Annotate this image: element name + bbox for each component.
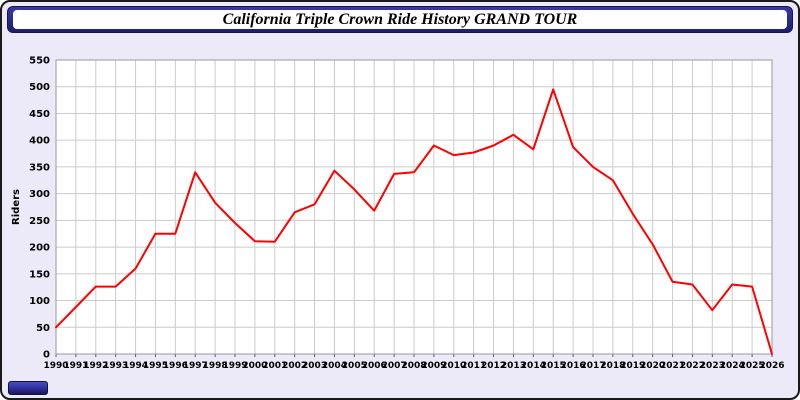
series-line	[55, 88, 773, 355]
x-tick-label: 1992	[83, 361, 108, 371]
x-tick-label: 1991	[63, 361, 88, 371]
x-tick-label: 1994	[123, 361, 148, 371]
x-tick-label: 2023	[700, 361, 725, 371]
x-tick-label: 1995	[143, 361, 168, 371]
x-tick-label: 1996	[163, 361, 188, 371]
x-tick-label: 1997	[183, 361, 208, 371]
x-tick-label: 2021	[660, 361, 685, 371]
x-tick-label: 2016	[561, 361, 586, 371]
x-tick-label: 2002	[282, 361, 307, 371]
x-tick-label: 2012	[481, 361, 506, 371]
y-tick-label: 100	[29, 296, 50, 307]
x-tick-label: 2008	[401, 361, 426, 371]
x-tick-label: 2020	[640, 361, 665, 371]
x-tick-label: 2014	[521, 361, 546, 371]
x-tick-label: 2009	[421, 361, 446, 371]
x-tick-label: 2025	[740, 361, 765, 371]
x-tick-label: 1990	[43, 361, 68, 371]
x-tick-label: 1998	[203, 361, 228, 371]
x-tick-label: 1993	[103, 361, 128, 371]
x-tick-label: 2015	[541, 361, 566, 371]
x-tick-label: 2006	[362, 361, 387, 371]
chart-area: 0 50 100 150 200 250 300 350 400 450 500 550 1990 199…	[6, 40, 794, 396]
title-bar-inner: California Triple Crown Ride History GRA…	[13, 10, 787, 29]
x-tick-label: 2017	[580, 361, 605, 371]
y-tick-label: 200	[29, 243, 50, 254]
x-tick-label: 2011	[461, 361, 486, 371]
chart-title: California Triple Crown Ride History GRA…	[222, 10, 578, 28]
x-tick-label: 2007	[382, 361, 407, 371]
y-tick-label: 350	[29, 162, 50, 173]
y-tick-label: 400	[29, 136, 50, 147]
x-tick-label: 2026	[759, 361, 784, 371]
y-tick-label: 550	[29, 56, 50, 67]
x-tick-label: 2003	[302, 361, 327, 371]
x-tick-label: 2000	[242, 361, 267, 371]
x-tick-label: 2024	[720, 361, 745, 371]
y-tick-label: 50	[36, 323, 50, 334]
plot-border	[55, 59, 773, 355]
x-tick-label: 2005	[342, 361, 367, 371]
x-tick-label: 2004	[322, 361, 347, 371]
x-tick-label: 2018	[600, 361, 625, 371]
y-tick-label: 250	[29, 216, 50, 227]
title-bar: California Triple Crown Ride History GRA…	[7, 6, 793, 33]
x-tick-label: 2001	[262, 361, 287, 371]
x-tick-label: 2022	[680, 361, 705, 371]
y-tick-label: 300	[29, 189, 50, 200]
x-tick-label: 1999	[222, 361, 247, 371]
x-tick-label: 2010	[441, 361, 466, 371]
x-tick-label: 2013	[501, 361, 526, 371]
y-tick-label: 500	[29, 82, 50, 93]
y-tick-label: 450	[29, 109, 50, 120]
y-tick-label: 0	[43, 350, 50, 361]
x-tick-label: 2019	[620, 361, 645, 371]
y-axis-label: Riders	[11, 189, 22, 225]
footer-badge[interactable]	[8, 381, 48, 395]
y-tick-label: 150	[29, 269, 50, 280]
line-chart: 0501001502002503003504004505005501990199…	[11, 56, 785, 372]
